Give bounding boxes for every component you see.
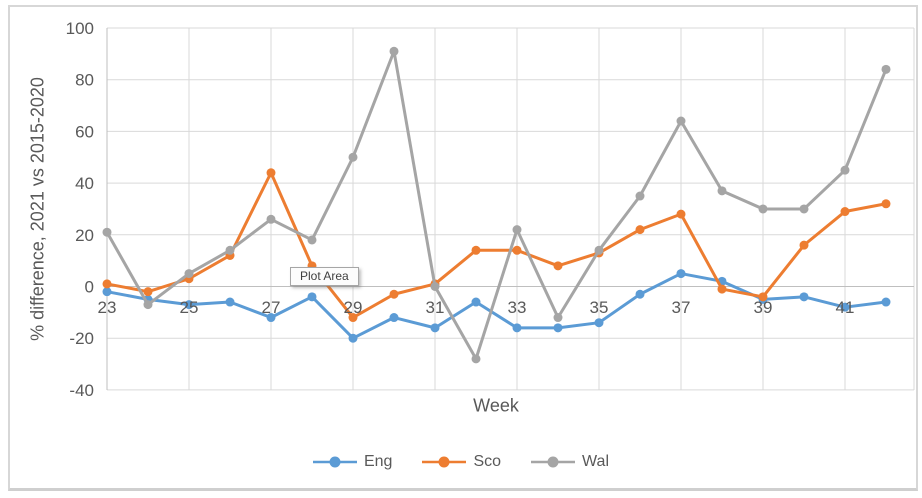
data-point-eng bbox=[881, 297, 891, 307]
data-point-wal bbox=[717, 186, 727, 196]
legend-marker-icon bbox=[422, 456, 467, 468]
data-point-sco bbox=[102, 279, 112, 289]
data-point-sco bbox=[676, 209, 686, 219]
data-point-eng bbox=[225, 297, 235, 307]
series-line-sco bbox=[105, 171, 888, 320]
x-tick-label: 35 bbox=[590, 298, 609, 317]
data-point-eng bbox=[348, 333, 358, 343]
data-point-sco bbox=[471, 245, 481, 255]
legend-item-wal[interactable]: Wal bbox=[531, 453, 609, 471]
x-tick-label: 27 bbox=[262, 298, 281, 317]
data-point-sco bbox=[266, 168, 276, 178]
data-point-wal bbox=[799, 204, 809, 214]
data-point-sco bbox=[143, 287, 153, 297]
x-tick-label: 31 bbox=[426, 298, 445, 317]
data-point-sco bbox=[348, 313, 358, 323]
data-point-eng bbox=[471, 297, 481, 307]
data-point-eng bbox=[553, 323, 563, 333]
data-point-sco bbox=[881, 199, 891, 209]
y-tick-label: 40 bbox=[75, 174, 94, 193]
x-tick-label: 23 bbox=[98, 298, 117, 317]
legend-item-sco[interactable]: Sco bbox=[422, 453, 501, 471]
data-point-eng bbox=[840, 302, 850, 312]
data-point-wal bbox=[143, 300, 153, 310]
data-point-wal bbox=[471, 354, 481, 364]
y-tick-label: 0 bbox=[85, 278, 94, 297]
legend-marker-icon bbox=[531, 456, 576, 468]
legend-label: Wal bbox=[582, 453, 609, 470]
data-point-eng bbox=[799, 292, 809, 302]
series-line-wal bbox=[105, 49, 888, 361]
data-point-wal bbox=[102, 227, 112, 237]
data-point-wal bbox=[184, 269, 194, 279]
data-point-eng bbox=[594, 318, 604, 328]
data-point-wal bbox=[840, 165, 850, 175]
data-point-sco bbox=[512, 245, 522, 255]
data-point-wal bbox=[348, 152, 358, 162]
data-point-wal bbox=[758, 204, 768, 214]
data-point-wal bbox=[225, 245, 235, 255]
x-tick-label: 39 bbox=[754, 298, 773, 317]
data-point-wal bbox=[594, 245, 604, 255]
data-point-eng bbox=[266, 313, 276, 323]
y-tick-label: 60 bbox=[75, 122, 94, 141]
data-point-sco bbox=[758, 292, 768, 302]
x-tick-label: 37 bbox=[672, 298, 691, 317]
data-point-eng bbox=[184, 300, 194, 310]
x-tick-label: 33 bbox=[508, 298, 527, 317]
data-point-eng bbox=[635, 289, 645, 299]
data-point-sco bbox=[553, 261, 563, 271]
legend-label: Eng bbox=[363, 453, 393, 470]
data-point-eng bbox=[676, 269, 686, 279]
data-point-sco bbox=[635, 225, 645, 235]
y-tick-label: 20 bbox=[75, 226, 94, 245]
x-tick-label: 41 bbox=[836, 298, 855, 317]
data-point-eng bbox=[307, 292, 317, 302]
data-point-eng bbox=[512, 323, 522, 333]
y-tick-label: -20 bbox=[69, 329, 94, 348]
data-point-wal bbox=[430, 282, 440, 291]
x-tick-label: 25 bbox=[180, 298, 199, 317]
data-point-eng bbox=[102, 287, 112, 297]
plot-area-tooltip: Plot Area bbox=[290, 267, 359, 286]
data-point-sco bbox=[840, 207, 850, 217]
data-point-eng bbox=[430, 323, 440, 333]
legend-marker-icon bbox=[312, 456, 357, 468]
y-tick-label: 100 bbox=[66, 19, 94, 38]
data-point-eng bbox=[389, 313, 399, 323]
tooltip-text: Plot Area bbox=[300, 269, 349, 283]
data-point-wal bbox=[512, 225, 522, 235]
data-point-sco bbox=[799, 240, 809, 250]
data-point-wal bbox=[881, 64, 891, 74]
legend-label: Sco bbox=[473, 453, 502, 470]
data-point-sco bbox=[717, 284, 727, 294]
y-tick-label: 80 bbox=[75, 71, 94, 90]
data-point-wal bbox=[676, 116, 686, 126]
data-point-wal bbox=[635, 191, 645, 201]
y-axis-title: % difference, 2021 vs 2015-2020 bbox=[27, 77, 48, 341]
data-point-wal bbox=[266, 214, 276, 224]
legend: Eng Sco Wal bbox=[0, 450, 922, 474]
x-tick-label: 29 bbox=[344, 298, 363, 317]
legend-item-eng[interactable]: Eng bbox=[312, 453, 393, 471]
data-point-wal bbox=[389, 46, 399, 56]
x-axis-title: Week bbox=[473, 395, 519, 416]
data-point-sco bbox=[389, 289, 399, 299]
y-tick-label: -40 bbox=[69, 381, 94, 400]
data-point-wal bbox=[307, 235, 317, 245]
data-point-wal bbox=[553, 313, 563, 323]
